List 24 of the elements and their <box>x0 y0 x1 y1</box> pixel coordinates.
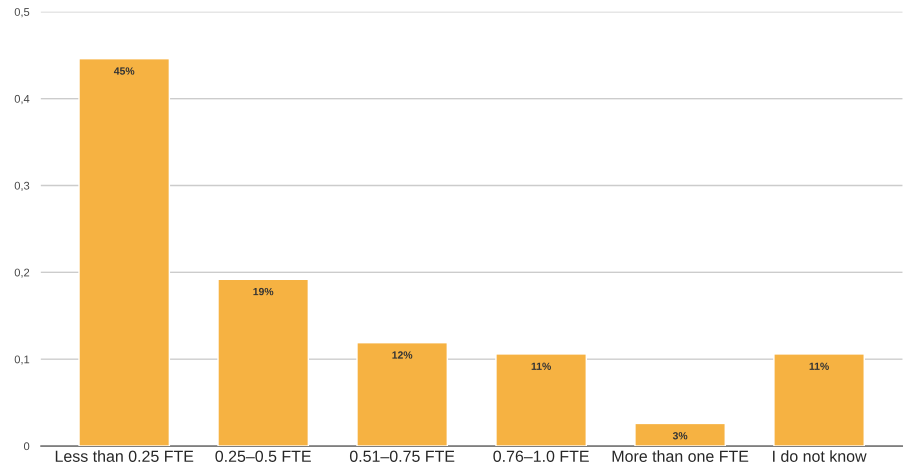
bar <box>356 342 448 446</box>
data-label: 12% <box>392 351 412 359</box>
data-label: 45% <box>114 67 134 75</box>
x-tick-label: Less than 0.25 FTE <box>56 450 194 462</box>
bar <box>217 278 310 446</box>
x-tick-label: I do not know <box>773 450 867 462</box>
bar <box>495 353 587 446</box>
bar <box>78 58 170 446</box>
bar <box>773 353 865 446</box>
y-tick-label: 0,1 <box>14 355 30 365</box>
x-tick-label: 0.51–0.75 FTE <box>350 450 454 462</box>
x-tick-label: 0.25–0.5 FTE <box>215 450 311 462</box>
y-tick-label: 0,5 <box>14 8 30 18</box>
y-tick-label: 0,3 <box>14 182 30 191</box>
bar <box>634 422 726 446</box>
y-tick-label: 0 <box>24 442 30 450</box>
data-label: 11% <box>532 362 551 370</box>
data-label: 3% <box>672 432 688 440</box>
x-tick-label: 0.76–1.0 FTE <box>493 450 589 462</box>
y-tick-label: 0,2 <box>14 268 30 278</box>
data-label: 11% <box>810 362 829 370</box>
y-tick-label: 0,4 <box>14 94 30 104</box>
x-tick-label: More than one FTE <box>612 450 748 462</box>
data-label: 19% <box>253 288 274 296</box>
